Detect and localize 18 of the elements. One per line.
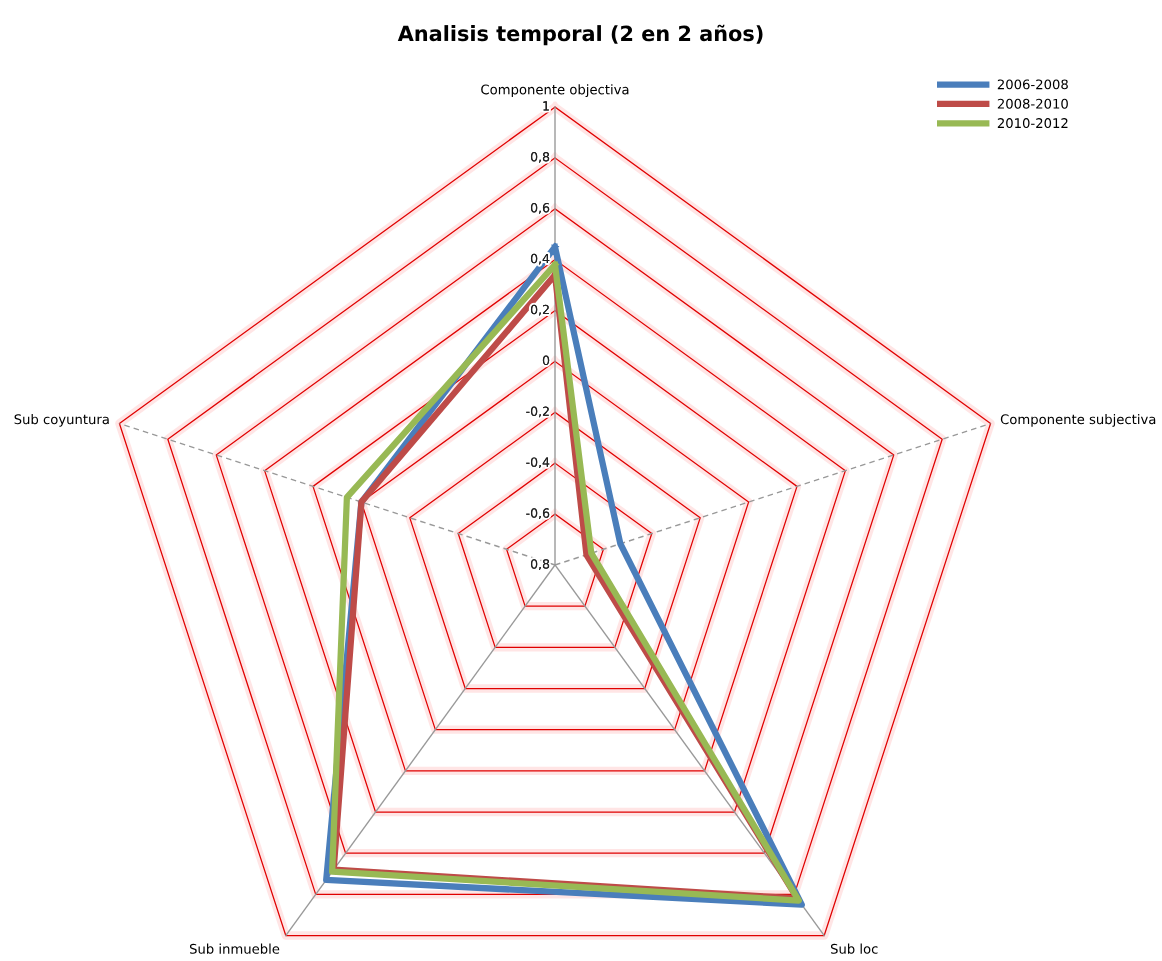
y-tick-label: 0,6 <box>530 202 550 214</box>
chart-title: Analisis temporal (2 en 2 años) <box>397 24 763 46</box>
y-tick-label: 0,8 <box>530 152 550 163</box>
legend-label: 2006-2008 <box>997 79 1068 90</box>
spoke-label: Sub loc <box>830 943 878 954</box>
spoke-label: Componente objectiva <box>481 84 629 97</box>
y-tick-label: -0,2 <box>526 406 549 418</box>
legend-label: 2010-2012 <box>997 118 1068 129</box>
spoke-label: Componente subjectiva <box>1000 414 1156 427</box>
y-tick-label: 1 <box>543 101 549 111</box>
y-tick-label: -0,6 <box>526 508 550 520</box>
y-tick-label: 0 <box>542 355 550 366</box>
spoke-label: Sub coyuntura <box>14 414 109 427</box>
legend-label: 2008-2010 <box>997 98 1068 109</box>
y-tick-label: 0,2 <box>530 304 549 316</box>
y-tick-label: 0,8 <box>530 559 550 570</box>
spoke-label: Sub inmueble <box>189 943 280 954</box>
y-tick-label: -0,4 <box>526 457 550 469</box>
